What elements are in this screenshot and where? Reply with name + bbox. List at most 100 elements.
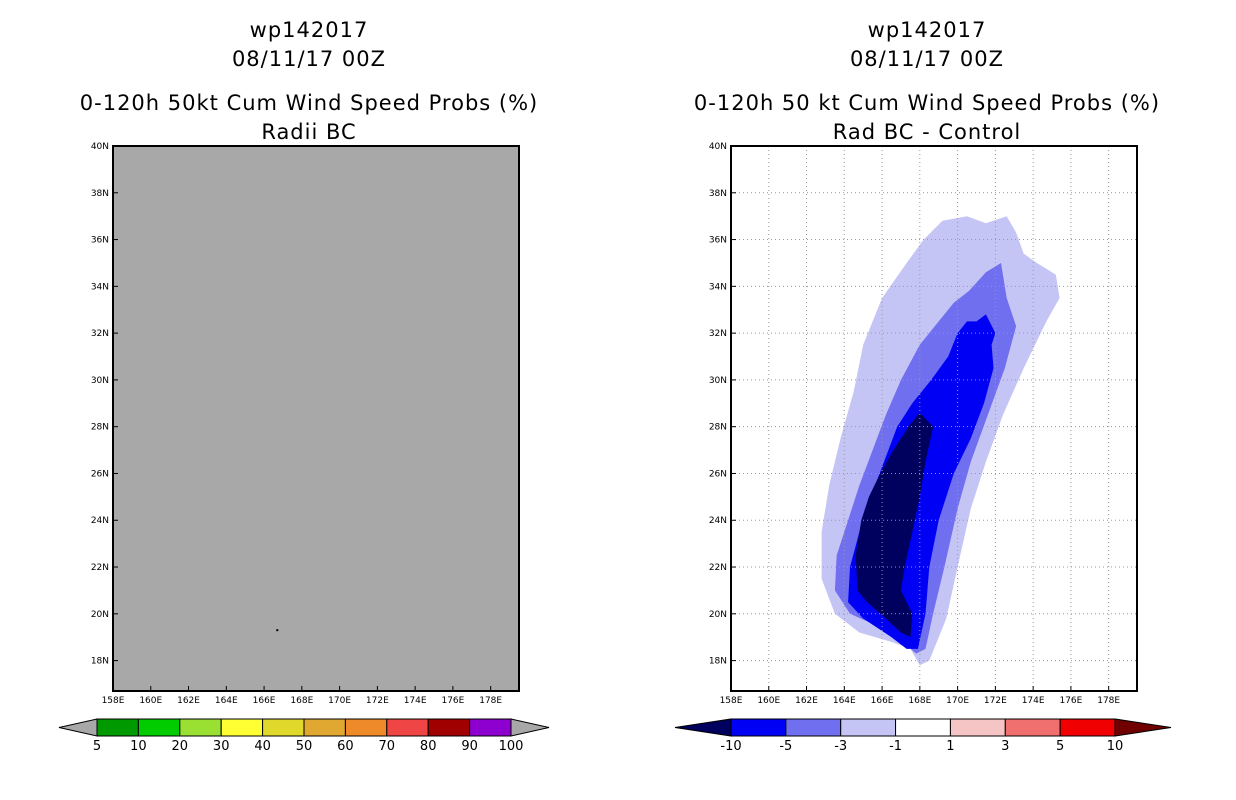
x-tick-label: 166E	[253, 696, 276, 706]
chart-panel-rad-bc-minus-control: wp142017 08/11/17 00Z 0-120h 50 kt Cum W…	[618, 0, 1236, 800]
y-tick-label: 30N	[709, 376, 727, 386]
colorbar-swatch	[427, 718, 471, 737]
colorbar-swatch	[949, 718, 1006, 737]
y-tick-label: 34N	[91, 282, 109, 292]
colorbar-swatch	[730, 718, 787, 737]
colorbar-over-arrow	[1114, 718, 1172, 737]
y-tick-label: 26N	[709, 469, 727, 479]
y-tick-label: 38N	[709, 189, 727, 199]
x-tick-label: 160E	[139, 696, 162, 706]
probability-difference-map-right: 158E 160E 162E 164E 166E 168E 170E 172E 174E 176E…	[674, 142, 1172, 754]
y-tick-label: 32N	[709, 329, 727, 339]
y-tick-label: 24N	[91, 516, 109, 526]
x-tick-label: 160E	[757, 696, 780, 706]
y-tick-label: 24N	[709, 516, 727, 526]
plot-frame	[112, 145, 520, 692]
colorbar-swatch	[1004, 718, 1061, 737]
colorbar-swatch	[469, 718, 512, 737]
colorbar-level-label: 10	[1107, 739, 1124, 754]
x-tick-label: 158E	[102, 696, 125, 706]
colorbar-level-label: 5	[1056, 739, 1064, 754]
init-time-title: 08/11/17 00Z	[231, 47, 387, 71]
x-tick-label: 176E	[1059, 696, 1082, 706]
x-tick-label: 168E	[290, 696, 313, 706]
y-tick-label: 18N	[91, 657, 109, 667]
x-tick-label: 162E	[177, 696, 200, 706]
x-tick-label: 172E	[984, 696, 1007, 706]
colorbar-level-label: 40	[254, 739, 271, 754]
y-tick-label: 38N	[91, 189, 109, 199]
colorbar-level-label: -10	[720, 739, 741, 754]
colorbar-swatch	[386, 718, 429, 737]
y-tick-label: 22N	[709, 563, 727, 573]
x-tick-label: 164E	[215, 696, 238, 706]
y-tick-label: 18N	[709, 657, 727, 667]
colorbar-level-label: 3	[1001, 739, 1009, 754]
y-tick-label: 22N	[91, 563, 109, 573]
y-tick-label: 28N	[91, 423, 109, 433]
x-tick-label: 172E	[366, 696, 389, 706]
y-tick-label: 40N	[91, 142, 109, 152]
colorbar-swatch	[262, 718, 305, 737]
colorbar-swatch	[895, 718, 951, 737]
chart-title: 0-120h 50kt Cum Wind Speed Probs (%)	[79, 91, 539, 115]
x-tick-label: 170E	[328, 696, 351, 706]
colorbar-level-label: 100	[499, 739, 524, 754]
colorbar-level-label: 10	[130, 739, 147, 754]
colorbar-level-label: 5	[93, 739, 101, 754]
x-tick-label: 178E	[479, 696, 502, 706]
x-tick-label: 162E	[795, 696, 818, 706]
colorbar-swatch	[344, 718, 388, 737]
y-tick-label: 20N	[709, 610, 727, 620]
y-tick-label: 36N	[91, 236, 109, 246]
chart-subtitle: Radii BC	[261, 120, 357, 144]
probability-map-left: 158E 160E 162E 164E 166E 168E 170E 172E 174E 176E…	[58, 142, 550, 754]
colorbar-level-label: 50	[296, 739, 313, 754]
x-tick-label: 158E	[720, 696, 743, 706]
colorbar-level-label: 70	[379, 739, 396, 754]
chart-title: 0-120h 50 kt Cum Wind Speed Probs (%)	[693, 91, 1161, 115]
colorbar-level-label: -3	[834, 739, 847, 754]
y-tick-label: 28N	[709, 423, 727, 433]
y-tick-label: 36N	[709, 236, 727, 246]
storm-id-title: wp142017	[249, 18, 369, 42]
colorbar-under-arrow	[674, 718, 732, 737]
colorbar-swatch	[137, 718, 181, 737]
colorbar-level-label: 1	[946, 739, 954, 754]
x-tick-label: 174E	[404, 696, 427, 706]
x-tick-label: 178E	[1097, 696, 1120, 706]
x-tick-label: 168E	[908, 696, 931, 706]
colorbar-swatch	[179, 718, 222, 737]
colorbar-level-label: -5	[779, 739, 792, 754]
location-marker	[276, 629, 279, 632]
contour-fill-3	[855, 412, 934, 638]
colorbar-swatch	[303, 718, 346, 737]
y-tick-label: 26N	[91, 469, 109, 479]
colorbar-swatch	[785, 718, 842, 737]
x-tick-label: 166E	[871, 696, 894, 706]
y-tick-label: 30N	[91, 376, 109, 386]
x-tick-label: 176E	[441, 696, 464, 706]
colorbar-level-label: 30	[213, 739, 230, 754]
x-tick-label: 170E	[946, 696, 969, 706]
x-tick-label: 174E	[1022, 696, 1045, 706]
chart-panel-radii-bc: wp142017 08/11/17 00Z 0-120h 50kt Cum Wi…	[58, 18, 550, 754]
colorbar-swatch	[840, 718, 897, 737]
storm-id-title: wp142017	[867, 18, 987, 42]
colorbar-level-label: 20	[172, 739, 189, 754]
y-tick-label: 34N	[709, 282, 727, 292]
y-tick-label: 20N	[91, 610, 109, 620]
plot-area	[113, 146, 519, 691]
colorbar-level-label: -1	[889, 739, 902, 754]
y-tick-label: 32N	[91, 329, 109, 339]
plot-frame	[730, 145, 1138, 692]
colorbar-level-label: 90	[461, 739, 478, 754]
colorbar-level-label: 80	[420, 739, 437, 754]
colorbar-swatch	[220, 718, 264, 737]
y-tick-label: 40N	[709, 142, 727, 152]
init-time-title: 08/11/17 00Z	[849, 47, 1005, 71]
chart-subtitle: Rad BC - Control	[832, 120, 1022, 144]
colorbar-swatch	[96, 718, 139, 737]
colorbar-under-arrow	[58, 718, 98, 737]
colorbar-over-arrow	[510, 718, 550, 737]
